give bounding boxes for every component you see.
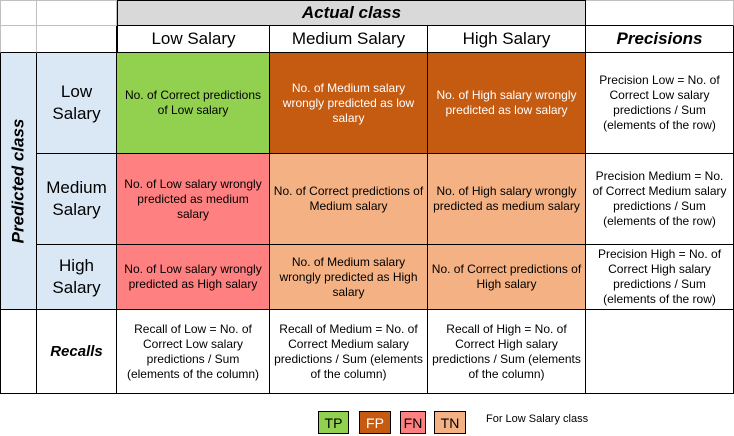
legend-tn: TN [434, 411, 466, 434]
predicted-class-label: Predicted class [8, 118, 28, 244]
recalls-blank-cell [0, 310, 37, 394]
row-header-low-salary: Low Salary [37, 53, 117, 154]
cell-tp-low-low: No. of Correct predictions of Low salary [117, 53, 270, 154]
actual-class-header: Actual class [117, 0, 586, 26]
cell-tn-high-high: No. of Correct predictions of High salar… [428, 245, 586, 310]
cell-fp-low-high: No. of High salary wrongly predicted as … [428, 53, 586, 154]
corner-cell [0, 26, 37, 53]
row-header-high-salary: High Salary [37, 245, 117, 310]
cell-fn-medium-low: No. of Low salary wrongly predicted as m… [117, 154, 270, 245]
precision-high-cell: Precision High = No. of Correct High sal… [586, 245, 734, 310]
corner-cell [37, 26, 117, 53]
corner-cell [586, 0, 734, 26]
corner-cell [0, 0, 37, 26]
cell-fp-low-medium: No. of Medium salary wrongly predicted a… [270, 53, 428, 154]
column-header-high-salary: High Salary [428, 26, 586, 53]
precision-medium-cell: Precision Medium = No. of Correct Medium… [586, 154, 734, 245]
recall-medium-cell: Recall of Medium = No. of Correct Medium… [270, 310, 428, 394]
column-header-low-salary: Low Salary [117, 26, 270, 53]
legend-tp: TP [318, 411, 349, 434]
legend-note: For Low Salary class [486, 413, 589, 425]
precisions-header: Precisions [586, 26, 734, 53]
cell-tn-high-medium: No. of Medium salary wrongly predicted a… [270, 245, 428, 310]
row-header-medium-salary: Medium Salary [37, 154, 117, 245]
corner-cell [37, 0, 117, 26]
cell-tn-medium-medium: No. of Correct predictions of Medium sal… [270, 154, 428, 245]
precision-low-cell: Precision Low = No. of Correct Low salar… [586, 53, 734, 154]
recall-high-cell: Recall of High = No. of Correct High sal… [428, 310, 586, 394]
cell-fn-high-low: No. of Low salary wrongly predicted as H… [117, 245, 270, 310]
legend-fn: FN [400, 411, 426, 434]
predicted-class-header: Predicted class [0, 53, 37, 310]
recalls-precision-blank-cell [586, 310, 734, 394]
legend-fp: FP [359, 411, 391, 434]
recall-low-cell: Recall of Low = No. of Correct Low salar… [117, 310, 270, 394]
recalls-header: Recalls [37, 310, 117, 394]
cell-tn-medium-high: No. of High salary wrongly predicted as … [428, 154, 586, 245]
column-header-medium-salary: Medium Salary [270, 26, 428, 53]
